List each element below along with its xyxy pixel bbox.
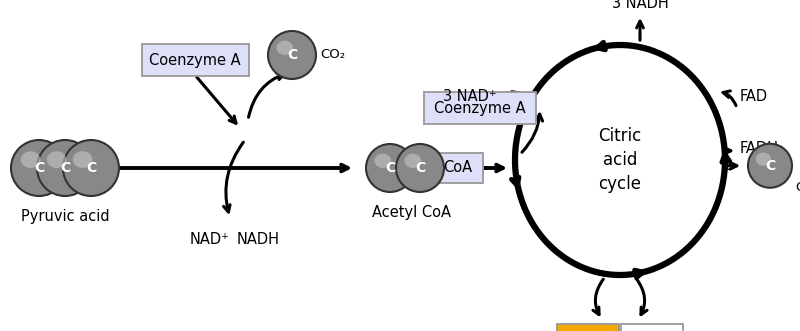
FancyBboxPatch shape xyxy=(621,324,683,331)
Text: 2: 2 xyxy=(724,158,733,173)
Ellipse shape xyxy=(366,144,414,192)
Text: 3 NADH: 3 NADH xyxy=(612,0,668,11)
Ellipse shape xyxy=(396,144,444,192)
Text: Coenzyme A: Coenzyme A xyxy=(434,101,526,116)
Text: Acetyl CoA: Acetyl CoA xyxy=(373,206,451,220)
Text: NAD⁺: NAD⁺ xyxy=(190,232,230,248)
Ellipse shape xyxy=(46,151,66,168)
Text: FAD: FAD xyxy=(740,89,768,104)
Text: CO₂: CO₂ xyxy=(320,49,345,62)
Text: C: C xyxy=(287,48,297,62)
Ellipse shape xyxy=(756,153,771,166)
Text: C: C xyxy=(86,161,96,175)
Text: C: C xyxy=(765,159,775,173)
FancyBboxPatch shape xyxy=(557,324,619,331)
Ellipse shape xyxy=(405,154,422,168)
Text: C: C xyxy=(60,161,70,175)
Ellipse shape xyxy=(37,140,93,196)
Text: NADH: NADH xyxy=(237,232,279,248)
Ellipse shape xyxy=(748,144,792,188)
Ellipse shape xyxy=(73,151,92,168)
Ellipse shape xyxy=(277,41,294,55)
Ellipse shape xyxy=(268,31,316,79)
Ellipse shape xyxy=(11,140,67,196)
Text: Citric
acid
cycle: Citric acid cycle xyxy=(598,127,642,193)
Text: Coenzyme A: Coenzyme A xyxy=(149,53,241,68)
Text: C: C xyxy=(385,161,395,175)
FancyBboxPatch shape xyxy=(142,44,249,76)
Ellipse shape xyxy=(374,154,391,168)
Ellipse shape xyxy=(63,140,119,196)
Text: CO₂: CO₂ xyxy=(795,181,800,194)
Text: Pyruvic acid: Pyruvic acid xyxy=(21,209,110,223)
FancyBboxPatch shape xyxy=(424,92,536,124)
Text: CoA: CoA xyxy=(443,161,473,175)
Text: 3 NAD⁺: 3 NAD⁺ xyxy=(443,89,497,104)
Text: C: C xyxy=(34,161,44,175)
Text: C: C xyxy=(415,161,425,175)
Ellipse shape xyxy=(21,151,41,168)
Text: FADH₂: FADH₂ xyxy=(740,141,785,156)
FancyBboxPatch shape xyxy=(433,153,483,183)
